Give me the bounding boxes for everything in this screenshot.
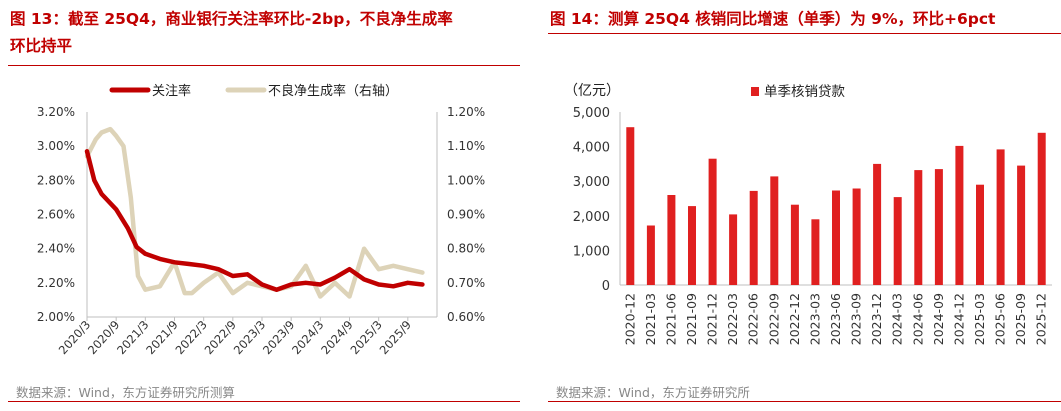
- left-panel: 图 13：截至 25Q4，商业银行关注率环比-2bp，不良净生成率 环比持平 2…: [0, 0, 520, 411]
- left-source-rule: [8, 401, 520, 402]
- right-y-tick-label: 1.20%: [447, 105, 485, 119]
- bar: [749, 190, 758, 285]
- bar: [667, 195, 676, 285]
- left-title-line-2: 环比持平: [10, 37, 73, 55]
- x-tick-label: 2024-09: [931, 293, 946, 345]
- left-chart-title: 图 13：截至 25Q4，商业银行关注率环比-2bp，不良净生成率 环比持平: [10, 6, 453, 60]
- bar: [893, 197, 902, 285]
- y-tick-label: 4,000: [573, 141, 610, 156]
- bar: [708, 158, 717, 285]
- x-tick-label: 2025/9: [377, 318, 414, 357]
- x-tick-label: 2022-09: [766, 293, 781, 345]
- right-chart-title: 图 14：测算 25Q4 核销同比增速（单季）为 9%，环比+6pct: [550, 10, 996, 28]
- x-tick-label: 2023-12: [869, 293, 884, 345]
- legend-swatch-writeoff: [751, 87, 759, 96]
- x-tick-label: 2021-06: [663, 293, 678, 345]
- left-y-tick-label: 2.60%: [37, 208, 75, 222]
- bar: [646, 225, 655, 285]
- y-tick-label: 2,000: [573, 210, 610, 225]
- bar: [955, 145, 964, 285]
- bar: [914, 170, 923, 285]
- legend-label-net-npl-generation: 不良净生成率（右轴）: [268, 83, 398, 99]
- x-tick-label: 2025-12: [1034, 293, 1049, 345]
- x-tick-label: 2022-03: [725, 293, 740, 345]
- bar: [832, 190, 840, 285]
- bar: [852, 188, 861, 285]
- right-title-rule: [548, 33, 1061, 34]
- x-tick-label: 2021-09: [684, 293, 699, 345]
- bar: [976, 184, 984, 285]
- x-tick-label: 2024-06: [910, 293, 925, 345]
- legend-label-writeoff: 单季核销贷款: [764, 84, 845, 100]
- x-tick-label: 2023-06: [828, 293, 843, 345]
- x-tick-label: 2025-03: [972, 293, 987, 345]
- left-y-tick-label: 3.00%: [37, 139, 75, 153]
- x-tick-label: 2020-12: [622, 293, 637, 345]
- x-tick-label: 2022-12: [787, 293, 802, 345]
- x-tick-label: 2024-12: [951, 293, 966, 345]
- bar: [626, 127, 635, 285]
- y-tick-label: 3,000: [573, 175, 610, 190]
- right-y-tick-label: 1.00%: [447, 173, 485, 187]
- right-y-tick-label: 0.60%: [447, 310, 485, 324]
- right-panel: 图 14：测算 25Q4 核销同比增速（单季）为 9%，环比+6pct 0 1,0…: [540, 0, 1061, 411]
- x-tick-label: 2024-03: [890, 293, 905, 345]
- left-y-tick-label: 2.00%: [37, 310, 75, 324]
- left-source-note: 数据来源：Wind，东方证券研究所测算: [16, 385, 235, 400]
- series-line-net-npl-generation: [84, 126, 425, 299]
- left-y-tick-label: 3.20%: [37, 105, 75, 119]
- y-tick-label: 1,000: [573, 244, 610, 259]
- bar: [770, 176, 779, 285]
- x-tick-label: 2025-06: [993, 293, 1008, 345]
- x-tick-label: 2023-03: [807, 293, 822, 345]
- bar: [790, 204, 799, 285]
- bar: [873, 163, 882, 285]
- bar-chart: 0 1,000 2,000 3,000 4,000 5,000 （亿元） 2020-12 202…: [564, 83, 1052, 345]
- right-y-tick-label: 0.90%: [447, 208, 485, 222]
- bar: [1037, 132, 1046, 285]
- left-y-tick-label: 2.40%: [37, 242, 75, 256]
- series-line-attention-rate: [84, 149, 425, 292]
- y-tick-label: 5,000: [573, 106, 610, 121]
- x-tick-label: 2021-12: [705, 293, 720, 345]
- line-chart: 2.00% 2.20% 2.40% 2.60% 2.80% 3.00% 3.20% 0.60%…: [37, 83, 485, 357]
- legend-label-attention-rate: 关注率: [152, 83, 191, 99]
- bar: [996, 149, 1005, 285]
- right-y-tick-label: 0.70%: [447, 276, 485, 290]
- bar: [688, 206, 696, 285]
- right-source-rule: [548, 401, 1061, 402]
- left-y-tick-label: 2.20%: [37, 276, 75, 290]
- right-y-tick-label: 0.80%: [447, 242, 485, 256]
- left-y-tick-label: 2.80%: [37, 173, 75, 187]
- bar: [934, 169, 943, 285]
- y-unit-label: （亿元）: [564, 83, 620, 99]
- x-tick-label: 2023-09: [849, 293, 864, 345]
- right-y-tick-label: 1.10%: [447, 139, 485, 153]
- bar: [811, 219, 820, 285]
- bar: [1017, 165, 1026, 285]
- x-tick-label: 2021-03: [643, 293, 658, 345]
- bar: [729, 214, 738, 285]
- right-source-note: 数据来源：Wind，东方证券研究所: [556, 385, 750, 400]
- y-tick-label: 0: [602, 279, 610, 294]
- x-tick-label: 2022-06: [746, 293, 761, 345]
- left-title-line-1: 图 13：截至 25Q4，商业银行关注率环比-2bp，不良净生成率: [10, 10, 453, 28]
- left-title-rule: [8, 65, 520, 66]
- x-tick-label: 2025-09: [1013, 293, 1028, 345]
